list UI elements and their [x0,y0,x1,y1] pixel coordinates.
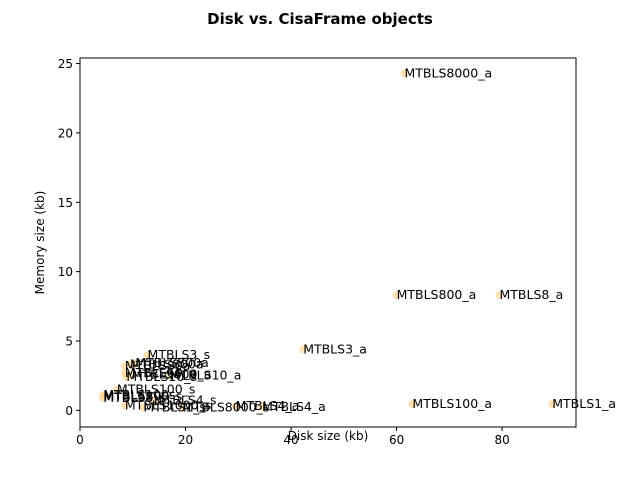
point-label: MTBLS800_s [104,388,183,403]
point-label: MTBLS80a [125,358,190,373]
point-label: MTBLS3_a [303,341,367,356]
data-point [400,69,409,78]
point-label: MTBLS1000_s [125,397,211,412]
point-label: MTBLS1_s [143,400,206,415]
data-point [139,403,148,412]
data-point [231,402,240,411]
x-axis-ticks: 0 20 40 60 80 [76,427,510,447]
y-axis-label: Memory size (kb) [33,191,47,295]
point-labels-layer: MTBLS8000_a MTBLS800_a MTBLS8_a MTBLS3_a MTB… [103,65,616,414]
data-point [408,400,417,409]
data-point [143,350,152,359]
point-label: MTBLS8000_s [183,400,269,415]
data-point [392,291,401,300]
point-label: MTBLS10_s [126,369,197,384]
data-point [131,359,140,368]
point-label: MTBLS800a [130,357,203,372]
point-label: MTBLS4_a [262,399,326,414]
point-label: MTBLS600_a [132,366,212,381]
point-label: MTBLS3_s [148,347,211,362]
point-label: MTBLS8_s [103,390,166,405]
x-tick-label: 80 [494,433,509,447]
data-point [258,402,267,411]
point-label: MTBLS100_s [117,382,196,397]
point-label: MTBLS8_a [499,287,563,302]
data-point [120,401,129,410]
data-point [299,345,308,354]
data-point [495,291,504,300]
x-tick-label: 60 [389,433,404,447]
data-point [99,393,108,402]
y-axis-ticks: 0 5 10 15 20 25 [58,57,80,418]
chart-title: Disk vs. CisaFrame objects [207,10,433,28]
point-label: MTBLS4_s [154,393,217,408]
plot-area-frame [79,57,577,428]
data-point [149,396,158,405]
point-label: MTBLS100_a [412,396,492,411]
y-tick-label: 25 [58,57,73,71]
data-point [178,403,187,412]
point-label: MTBLS4_a [236,398,300,413]
data-point [122,373,131,382]
x-tick-label: 40 [283,433,298,447]
point-label: MTBLS800_a [397,287,477,302]
data-point [548,400,557,409]
point-label: MTBLS10_a [170,368,242,383]
data-point [112,385,121,394]
x-tick-label: 20 [178,433,193,447]
y-tick-label: 10 [58,265,73,279]
point-label: MTBLS8000_a [405,65,493,80]
point-label: MTBLS60_a [125,365,197,380]
point-label: MTBLS800a [135,355,208,370]
y-tick-label: 5 [65,334,73,348]
y-tick-label: 0 [65,404,73,418]
point-label: MTBLS1_a [552,396,616,411]
x-tick-label: 0 [76,433,84,447]
y-tick-label: 20 [58,126,73,140]
x-axis-label: Disk size (kb) [288,429,369,443]
data-points-layer [99,69,557,412]
y-tick-label: 15 [58,196,73,210]
point-label: MTBLS100s [103,387,175,402]
data-point [165,371,174,380]
